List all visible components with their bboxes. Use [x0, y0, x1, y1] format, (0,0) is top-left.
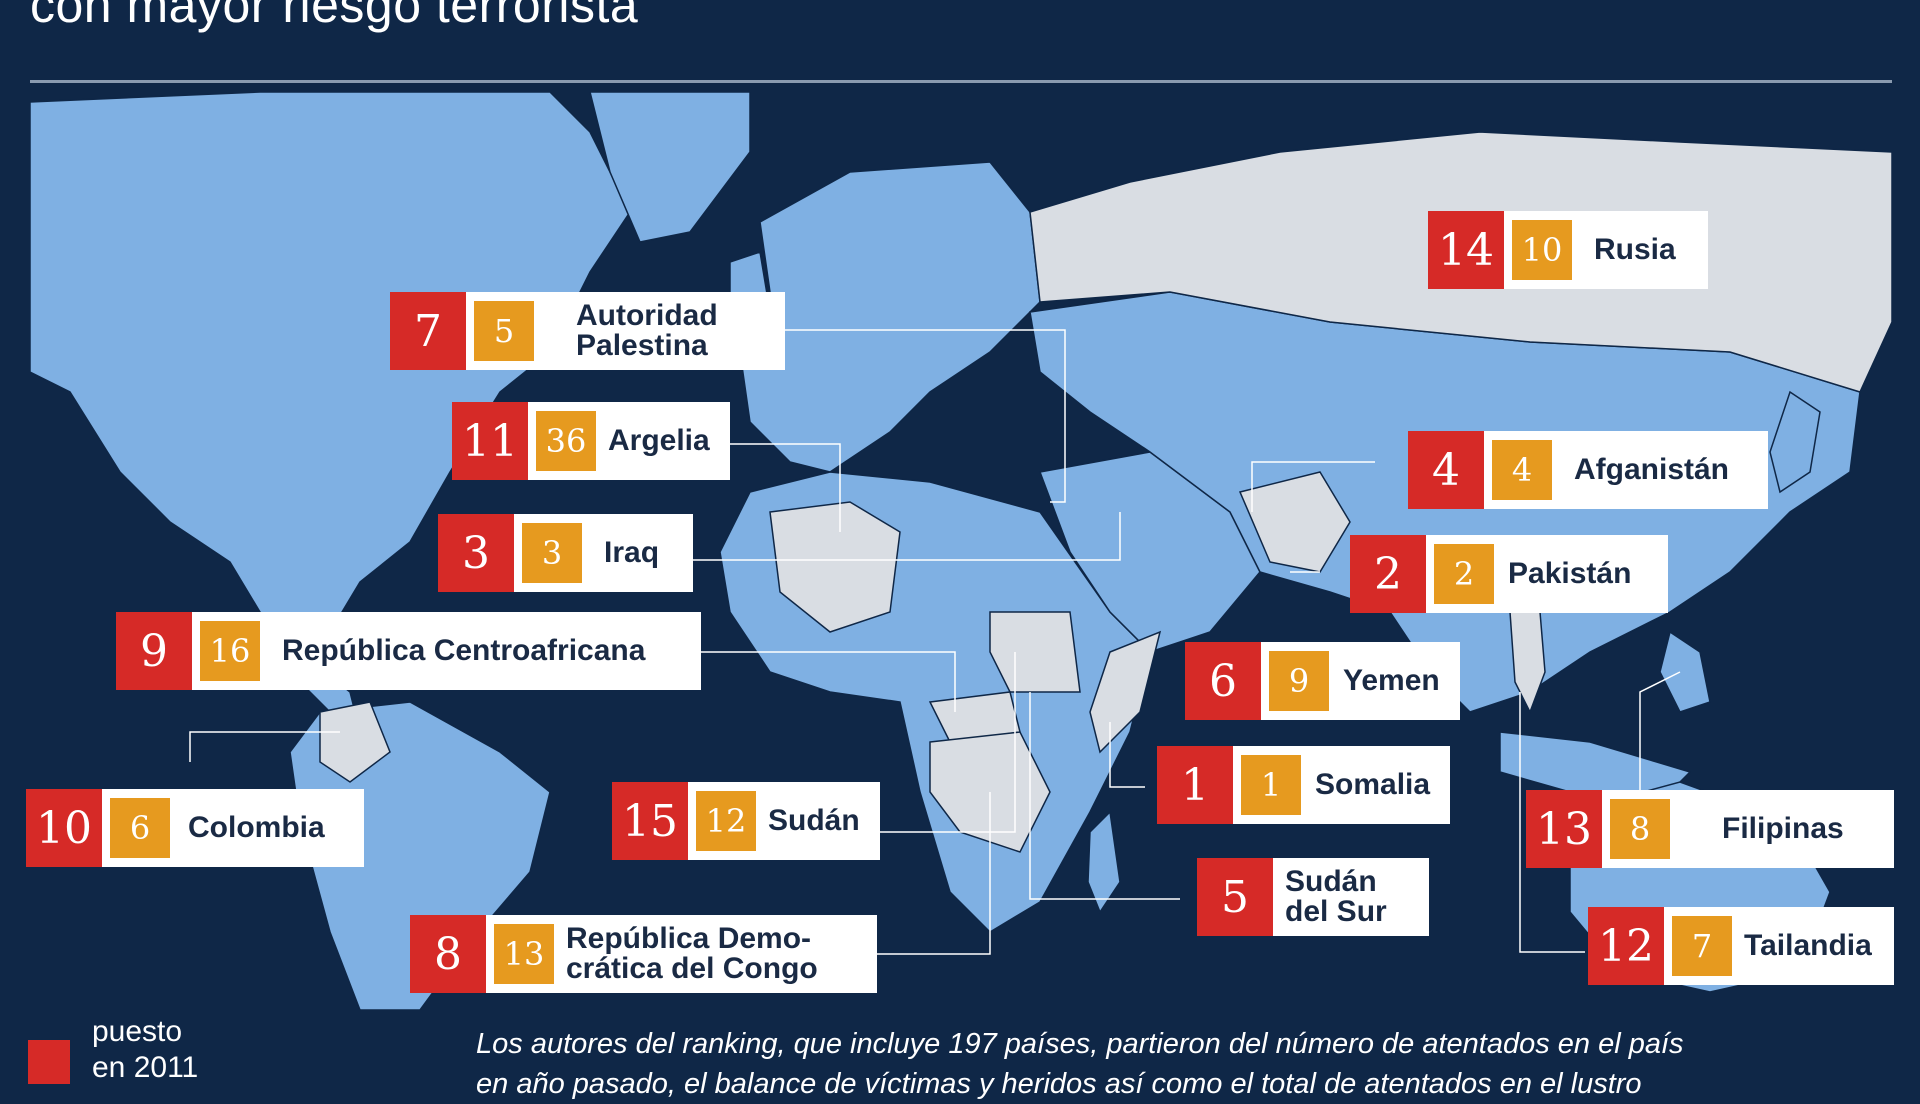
legend-rank-2011-swatch — [28, 1040, 70, 1084]
footnote: Los autores del ranking, que incluye 197… — [476, 1024, 1896, 1104]
country-name-line2: del Sur — [1285, 895, 1387, 928]
leader-somalia — [1109, 722, 1145, 788]
leader-argelia — [730, 443, 841, 532]
country-name: Tailandia — [1744, 929, 1872, 962]
rank-2012-badge: 7 — [1672, 916, 1732, 976]
rank-2012-badge: 5 — [474, 301, 534, 361]
country-name: Somalia — [1315, 768, 1431, 801]
country-card-iraq: 3 3 Iraq — [438, 514, 693, 592]
country-card-republica-centroafricana: 9 16 República Centroafricana — [116, 612, 701, 690]
country-name: Argelia — [608, 424, 710, 457]
country-card-sudan: 15 12 Sudán — [612, 782, 880, 860]
country-card-colombia: 10 6 Colombia — [26, 789, 364, 867]
leader-drc — [875, 792, 991, 955]
country-name: Afganistán — [1574, 453, 1730, 486]
country-name: Yemen — [1343, 664, 1440, 697]
footnote-line1: Los autores del ranking, que incluye 197… — [476, 1028, 1684, 1060]
rank-2011-badge: 7 — [390, 292, 466, 370]
country-name: Rusia — [1594, 233, 1676, 266]
rank-2011-badge: 13 — [1526, 790, 1602, 868]
rank-2011-badge: 8 — [410, 915, 486, 993]
rank-2012-badge: 10 — [1512, 220, 1572, 280]
country-name-line1: República Demo- — [566, 922, 812, 955]
rank-2011-badge: 9 — [116, 612, 192, 690]
rank-2012-badge: 8 — [1610, 799, 1670, 859]
rank-2011-badge: 5 — [1197, 858, 1273, 936]
greenland-landmass — [589, 92, 751, 243]
country-card-afganistan: 4 4 Afganistán — [1408, 431, 1768, 509]
map-title: con mayor riesgo terrorista — [30, 0, 639, 33]
country-name: Iraq — [604, 536, 660, 569]
madagascar-landmass — [1087, 810, 1121, 914]
leader-sudan — [865, 652, 1016, 833]
somalia-highlight — [1089, 630, 1162, 754]
leader-colombia — [189, 731, 340, 762]
country-name: Pakistán — [1508, 557, 1632, 590]
leader-car — [700, 651, 956, 712]
rank-2012-badge: 9 — [1269, 651, 1329, 711]
country-name: República Demo- crática del Congo — [566, 924, 818, 984]
rank-2012-badge: 36 — [536, 411, 596, 471]
country-name: Colombia — [188, 811, 325, 844]
title-divider — [30, 80, 1892, 83]
country-name-line2: Palestina — [576, 329, 708, 362]
leader-tailandia — [1519, 692, 1585, 953]
country-card-sudan-del-sur: 5 Sudán del Sur — [1197, 858, 1429, 936]
country-name-line1: Sudán — [1285, 865, 1377, 898]
rank-2011-badge: 11 — [452, 402, 528, 480]
country-card-autoridad-palestina: 7 5 Autoridad Palestina — [390, 292, 785, 370]
country-card-filipinas: 13 8 Filipinas — [1526, 790, 1894, 868]
leader-afganistan — [1251, 461, 1375, 512]
country-card-tailandia: 12 7 Tailandia — [1588, 907, 1894, 985]
rank-2011-badge: 6 — [1185, 642, 1261, 720]
philippines-landmass — [1659, 630, 1711, 713]
rank-2012-badge: 16 — [200, 621, 260, 681]
legend-line1: puesto — [92, 1015, 183, 1048]
country-name: Filipinas — [1722, 812, 1844, 845]
rank-2012-badge: 12 — [696, 791, 756, 851]
rank-2012-badge: 4 — [1492, 440, 1552, 500]
rank-2011-badge: 10 — [26, 789, 102, 867]
rank-2011-badge: 12 — [1588, 907, 1664, 985]
leader-palestina — [785, 329, 1066, 503]
rank-2012-badge: 6 — [110, 798, 170, 858]
rank-2012-badge: 3 — [522, 523, 582, 583]
country-name-line1: Autoridad — [576, 299, 718, 332]
rank-2011-badge: 4 — [1408, 431, 1484, 509]
legend-line2: en 2011 — [92, 1051, 199, 1084]
rank-2011-badge: 2 — [1350, 535, 1426, 613]
rank-2012-badge: 13 — [494, 924, 554, 984]
rank-2011-badge: 3 — [438, 514, 514, 592]
algeria-highlight — [769, 501, 901, 633]
country-name: Sudán del Sur — [1285, 867, 1387, 927]
afghanistan-pakistan-highlight — [1238, 471, 1351, 573]
country-card-rusia: 14 10 Rusia — [1428, 211, 1708, 289]
sudan-highlight — [989, 611, 1081, 693]
country-card-yemen: 6 9 Yemen — [1185, 642, 1460, 720]
leader-sudansur — [1029, 692, 1180, 900]
rank-2011-badge: 1 — [1157, 746, 1233, 824]
north-america-landmass — [30, 92, 631, 653]
country-card-pakistan: 2 2 Pakistán — [1350, 535, 1668, 613]
country-name: Autoridad Palestina — [576, 301, 718, 361]
country-name-line2: crática del Congo — [566, 952, 818, 985]
country-card-argelia: 11 36 Argelia — [452, 402, 730, 480]
colombia-highlight — [319, 701, 391, 783]
rank-2012-badge: 2 — [1434, 544, 1494, 604]
country-card-somalia: 1 1 Somalia — [1157, 746, 1450, 824]
footnote-line2: en año pasado, el balance de víctimas y … — [476, 1068, 1642, 1100]
leader-iraq — [693, 512, 1121, 561]
country-name: República Centroafricana — [282, 634, 646, 667]
country-card-republica-democratica-del-congo: 8 13 República Demo- crática del Congo — [410, 915, 877, 993]
rank-2012-badge: 1 — [1241, 755, 1301, 815]
leader-filipinas — [1639, 671, 1681, 792]
rank-2011-badge: 14 — [1428, 211, 1504, 289]
legend-rank-2011-label: puesto en 2011 — [92, 1014, 198, 1086]
japan-landmass — [1769, 390, 1821, 494]
country-name: Sudán — [768, 804, 860, 837]
rank-2011-badge: 15 — [612, 782, 688, 860]
